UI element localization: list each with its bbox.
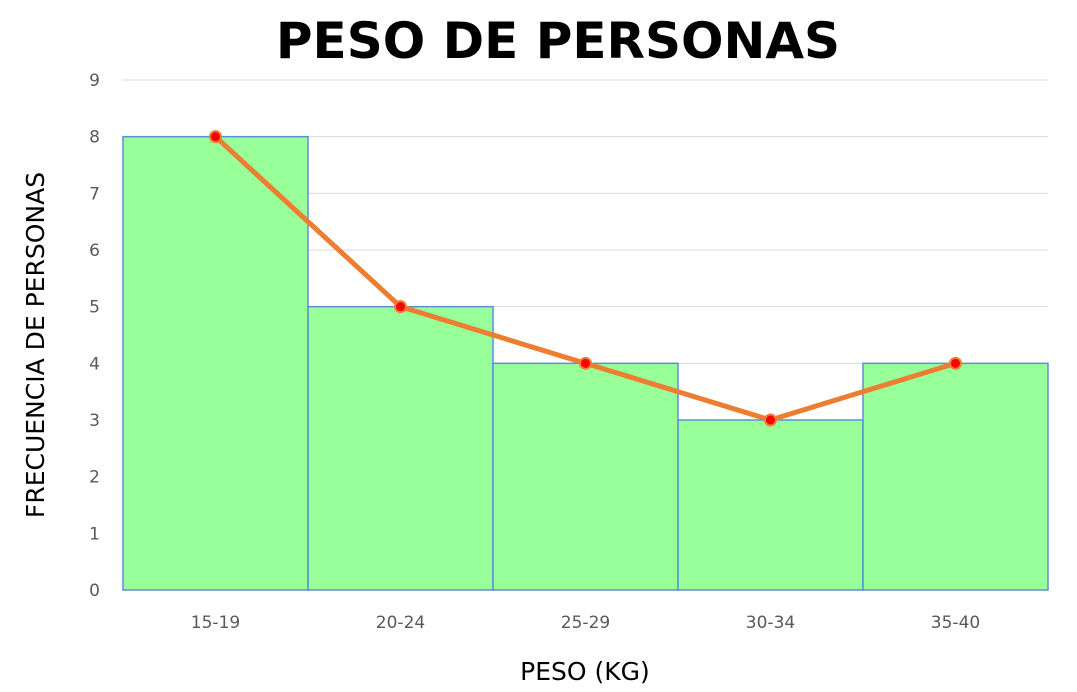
polygon-point xyxy=(764,413,777,427)
polygon-point xyxy=(579,356,592,370)
y-tick-label: 3 xyxy=(89,411,100,431)
y-axis-ticks: 0 1 2 3 4 5 6 7 8 9 xyxy=(89,71,100,601)
bar xyxy=(122,135,309,591)
y-tick-label: 0 xyxy=(89,581,100,601)
x-axis-label: PESO (KG) xyxy=(520,657,650,686)
bar xyxy=(677,419,864,591)
y-tick-label: 8 xyxy=(89,128,100,148)
y-axis-label: FRECUENCIA DE PERSONAS xyxy=(21,172,50,518)
y-tick-label: 6 xyxy=(89,241,100,261)
y-tick-label: 5 xyxy=(89,298,100,318)
chart-title: PESO DE PERSONAS xyxy=(276,12,840,70)
y-tick-label: 1 xyxy=(89,524,100,544)
bar xyxy=(862,362,1049,591)
polygon-point xyxy=(949,356,962,370)
x-tick-label: 35-40 xyxy=(931,613,980,633)
bar xyxy=(492,362,679,591)
x-tick-label: 30-34 xyxy=(746,613,795,633)
y-tick-label: 4 xyxy=(89,354,100,374)
x-tick-label: 20-24 xyxy=(376,613,425,633)
bar xyxy=(307,305,494,591)
x-tick-label: 25-29 xyxy=(561,613,610,633)
polygon-point xyxy=(209,130,222,144)
polygon-point xyxy=(394,300,407,314)
bars xyxy=(122,135,1049,591)
y-tick-label: 2 xyxy=(89,468,100,488)
x-tick-label: 15-19 xyxy=(191,613,240,633)
frequency-polygon xyxy=(209,130,962,427)
y-tick-label: 7 xyxy=(89,184,100,204)
x-axis-ticks: 15-19 20-24 25-29 30-34 35-40 xyxy=(191,613,980,633)
y-tick-label: 9 xyxy=(89,71,100,91)
